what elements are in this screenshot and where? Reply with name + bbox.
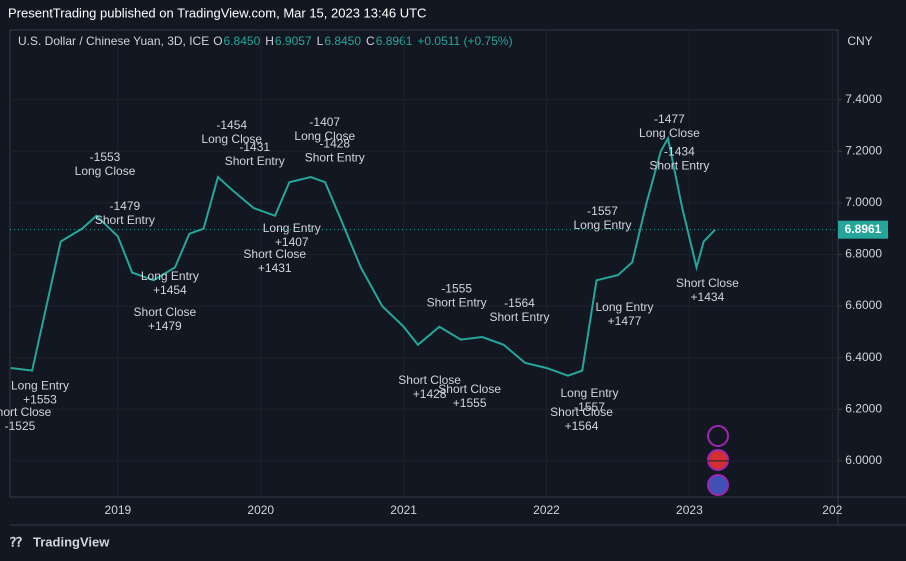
annotation: -1557 — [587, 204, 618, 218]
y-tick-label: 6.2000 — [845, 401, 882, 415]
publisher: PresentTrading published on TradingView.… — [8, 5, 426, 20]
last-price-label: 6.8961 — [845, 222, 882, 236]
annotation: -1431 — [239, 140, 270, 154]
annotation: -1434 — [664, 145, 695, 159]
annotation: -1454 — [216, 118, 247, 132]
annotation: Short Close — [0, 405, 52, 419]
annotation: -1428 — [319, 137, 350, 151]
annotation: Short Close — [438, 382, 501, 396]
annotation: Long Entry — [561, 386, 619, 400]
annotation: Long Close — [75, 164, 136, 178]
change: +0.0511 (+0.75%) — [417, 34, 512, 48]
annotation: +1479 — [148, 319, 182, 333]
annotation: Short Entry — [427, 296, 487, 310]
annotation: -1553 — [90, 150, 121, 164]
x-tick-label: 2023 — [676, 503, 703, 517]
y-tick-label: 7.0000 — [845, 195, 882, 209]
annotation: +1431 — [258, 261, 292, 275]
annotation: Long Entry — [574, 218, 632, 232]
annotation: -1479 — [110, 199, 141, 213]
annotation: Short Entry — [649, 159, 709, 173]
annotation: Short Close — [550, 405, 613, 419]
y-tick-label: 6.4000 — [845, 350, 882, 364]
annotation: +1553 — [23, 393, 57, 407]
x-tick-label: 2021 — [390, 503, 417, 517]
annotation: -1407 — [309, 115, 340, 129]
annotation: +1564 — [565, 419, 599, 433]
annotation: -1557 — [574, 400, 605, 414]
y-tick-label: 6.0000 — [845, 453, 882, 467]
annotation: Short Close — [134, 305, 197, 319]
x-tick-label: 202 — [822, 503, 842, 517]
brand: TradingView — [33, 534, 110, 549]
annotation: +1555 — [453, 396, 487, 410]
annotation: -1525 — [5, 419, 36, 433]
ohlc-value: 6.8961 — [376, 34, 413, 48]
annotation: +1454 — [153, 283, 187, 297]
price-line — [10, 135, 716, 377]
y-tick-label: 7.4000 — [845, 92, 882, 106]
y-axis-label: CNY — [847, 34, 872, 48]
brand-logo: ⁇ — [10, 534, 22, 549]
annotation: Long Entry — [141, 269, 199, 283]
x-tick-label: 2019 — [105, 503, 132, 517]
chart-title: U.S. Dollar / Chinese Yuan, 3D, ICE — [18, 34, 209, 48]
annotation: Long Close — [201, 132, 262, 146]
x-tick-label: 2022 — [533, 503, 560, 517]
annotation: Long Close — [294, 129, 355, 143]
ohlc-value: 6.8450 — [224, 34, 261, 48]
annotation: Long Entry — [596, 300, 654, 314]
y-tick-label: 7.2000 — [845, 143, 882, 157]
icon[interactable] — [707, 425, 729, 447]
annotation: +1434 — [691, 290, 725, 304]
x-tick-label: 2020 — [247, 503, 274, 517]
ohlc-label: H — [265, 34, 274, 48]
annotation: Long Entry — [11, 379, 69, 393]
ohlc-value: 6.8450 — [324, 34, 361, 48]
ohlc-label: C — [366, 34, 375, 48]
last-price-box — [838, 220, 888, 239]
ohlc-value: 6.9057 — [275, 34, 312, 48]
y-tick-label: 6.6000 — [845, 298, 882, 312]
annotation: +1428 — [413, 387, 447, 401]
annotation: Short Entry — [95, 213, 155, 227]
annotation: +1407 — [275, 235, 309, 249]
icon[interactable] — [707, 449, 729, 471]
annotation: -1564 — [504, 296, 535, 310]
ohlc-label: O — [213, 34, 222, 48]
annotation: Short Close — [398, 373, 461, 387]
annotation: -1477 — [654, 112, 685, 126]
annotation: +1477 — [608, 314, 642, 328]
annotation: Short Close — [243, 247, 306, 261]
annotation: Short Close — [676, 276, 739, 290]
ohlc-label: L — [317, 34, 324, 48]
annotation: Long Entry — [263, 221, 321, 235]
ohlc-legend: O 6.8450 H 6.9057 L 6.8450 C 6.8961 +0.0511 (+0.… — [213, 34, 512, 48]
icon[interactable] — [707, 474, 729, 496]
annotation: Short Entry — [305, 151, 365, 165]
annotation: Long Close — [639, 126, 700, 140]
annotation: Short Entry — [490, 310, 550, 324]
y-tick-label: 6.8000 — [845, 247, 882, 261]
annotation: -1555 — [441, 282, 472, 296]
annotation: Short Entry — [225, 154, 285, 168]
